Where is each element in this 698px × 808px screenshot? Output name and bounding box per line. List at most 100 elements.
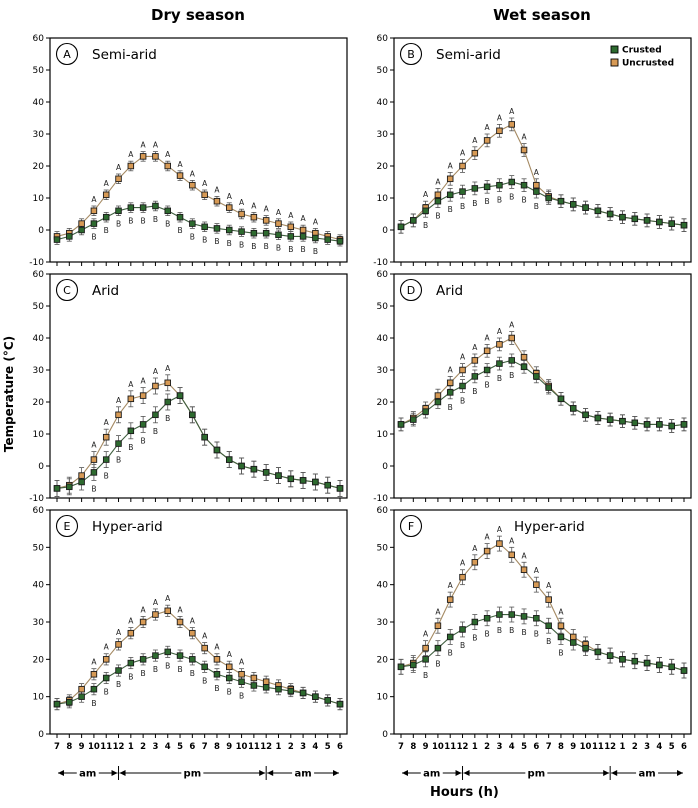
x-tick-label: 6 xyxy=(337,742,343,752)
y-tick-label: 30 xyxy=(377,366,389,376)
series-crusted-markers xyxy=(53,392,344,492)
x-tick-label: 3 xyxy=(152,742,158,752)
svg-text:B: B xyxy=(104,688,109,697)
x-tick-label: 12 xyxy=(260,742,272,752)
svg-text:A: A xyxy=(91,195,97,204)
x-tick-label: 7 xyxy=(546,742,552,752)
x-tick-label: 8 xyxy=(214,742,220,752)
y-tick-label: 10 xyxy=(33,430,45,440)
plot-border xyxy=(49,273,348,499)
svg-text:A: A xyxy=(497,525,503,534)
svg-text:A: A xyxy=(104,643,110,652)
panel-title: Semi-arid xyxy=(436,47,501,63)
svg-text:A: A xyxy=(472,343,478,352)
svg-text:A: A xyxy=(141,141,147,150)
svg-text:B: B xyxy=(546,637,551,646)
series-uncrusted-markers xyxy=(53,153,344,243)
svg-text:A: A xyxy=(251,201,257,210)
x-tick-label: 10 xyxy=(88,742,100,752)
svg-text:A: A xyxy=(239,198,245,207)
svg-text:A: A xyxy=(227,192,233,201)
svg-text:B: B xyxy=(472,199,477,208)
svg-text:B: B xyxy=(177,665,182,674)
y-tick-label: -10 xyxy=(373,258,388,266)
svg-text:B: B xyxy=(165,661,170,670)
svg-text:A: A xyxy=(190,617,196,626)
y-tick-label: 30 xyxy=(33,366,45,376)
x-tick-label: 11 xyxy=(100,742,112,752)
y-tick-label: 50 xyxy=(33,543,45,553)
svg-text:A: A xyxy=(460,149,466,158)
panel-letter-badge xyxy=(55,42,79,66)
svg-text:A: A xyxy=(141,605,147,614)
x-tick-label: 6 xyxy=(681,742,687,752)
time-segment-label: am xyxy=(79,769,96,780)
y-tick-label: 30 xyxy=(377,618,389,628)
svg-text:A: A xyxy=(165,364,171,373)
svg-text:A: A xyxy=(509,107,515,116)
panel-letter-badge xyxy=(55,278,79,302)
svg-text:A: A xyxy=(558,607,564,616)
svg-text:B: B xyxy=(165,414,170,423)
svg-text:A: A xyxy=(264,205,270,214)
svg-text:A: A xyxy=(509,321,515,330)
svg-text:B: B xyxy=(251,242,256,251)
y-tick-label: 20 xyxy=(377,655,389,665)
legend-label: Crusted xyxy=(622,46,662,56)
legend-label: Uncrusted xyxy=(622,59,674,69)
x-tick-label: 11 xyxy=(248,742,260,752)
svg-text:A: A xyxy=(177,160,183,169)
y-tick-label: 10 xyxy=(33,194,45,204)
svg-text:B: B xyxy=(509,626,514,635)
time-axis-right: am pm am xyxy=(402,766,683,780)
panel-letter: F xyxy=(408,520,414,533)
svg-text:A: A xyxy=(448,161,454,170)
svg-text:A: A xyxy=(202,179,208,188)
svg-text:A: A xyxy=(276,208,282,217)
x-tick-label: 12 xyxy=(113,742,125,752)
svg-text:B: B xyxy=(239,691,244,700)
svg-text:B: B xyxy=(190,232,195,241)
series-crusted-markers xyxy=(53,648,344,708)
panel-letter-badge xyxy=(399,514,423,538)
svg-text:B: B xyxy=(116,220,121,229)
x-tick-label: 6 xyxy=(189,742,195,752)
svg-text:B: B xyxy=(509,371,514,380)
y-tick-label: 20 xyxy=(33,655,45,665)
svg-text:A: A xyxy=(497,327,503,336)
y-tick-label: 60 xyxy=(377,34,389,44)
error-bars xyxy=(54,604,343,711)
panel-F: 0 10 20 30 40 50 60 7 8 9 10 11 12 1 2 3 4 5 6 7 8 9 10 11 12 1 2 3… xyxy=(364,506,694,758)
svg-text:B: B xyxy=(521,196,526,205)
svg-text:A: A xyxy=(485,123,491,132)
y-axis-label: Temperature (°C) xyxy=(2,335,16,453)
svg-text:B: B xyxy=(460,202,465,211)
svg-text:B: B xyxy=(288,245,293,254)
y-tick-label: 0 xyxy=(38,730,44,740)
svg-text:A: A xyxy=(177,605,183,614)
x-tick-label: 4 xyxy=(656,742,662,752)
svg-text:A: A xyxy=(153,367,159,376)
svg-text:A: A xyxy=(313,217,319,226)
svg-text:A: A xyxy=(423,630,429,639)
x-tick-label: 1 xyxy=(620,742,626,752)
y-tick-label: 40 xyxy=(33,98,45,108)
x-tick-label: 8 xyxy=(410,742,416,752)
x-tick-label: 1 xyxy=(276,742,282,752)
svg-text:B: B xyxy=(128,443,133,452)
y-tick-label: 30 xyxy=(33,618,45,628)
svg-text:B: B xyxy=(509,192,514,201)
y-tick-label: 0 xyxy=(382,730,388,740)
x-tick-label: 10 xyxy=(236,742,248,752)
x-tick-label: 11 xyxy=(444,742,456,752)
time-axis-left: am pm am xyxy=(58,766,339,780)
svg-text:B: B xyxy=(558,648,563,657)
plot-border xyxy=(393,273,692,499)
time-segment-label: pm xyxy=(184,769,202,780)
svg-text:B: B xyxy=(534,630,539,639)
wet-season-title: Wet season xyxy=(493,6,591,24)
svg-text:B: B xyxy=(177,226,182,235)
